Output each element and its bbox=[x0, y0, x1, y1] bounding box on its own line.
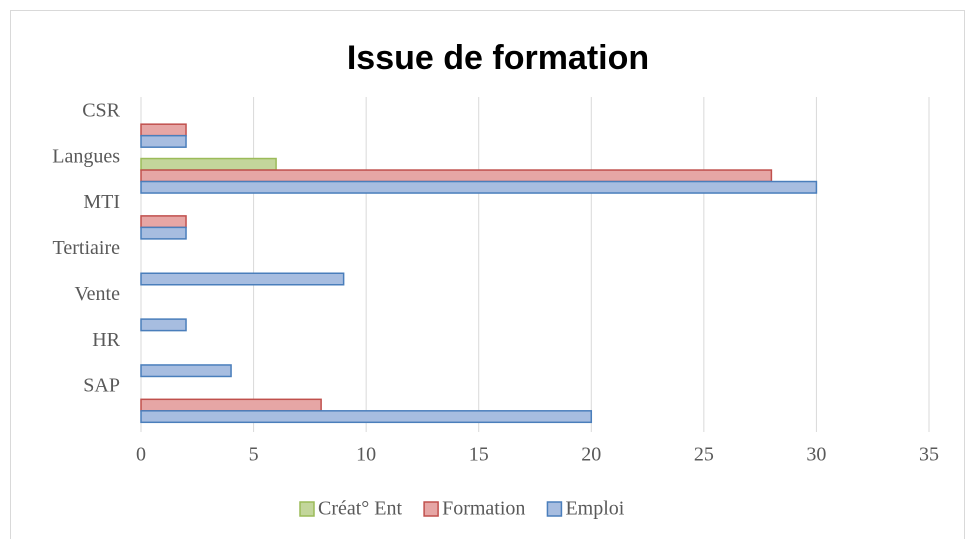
chart-title: Issue de formation bbox=[347, 39, 649, 77]
x-tick-label: 30 bbox=[806, 444, 826, 466]
bar bbox=[140, 169, 773, 183]
y-tick-label: MTI bbox=[83, 191, 120, 213]
x-tick-label: 5 bbox=[249, 444, 259, 466]
legend-swatch bbox=[423, 501, 439, 517]
bar bbox=[140, 215, 187, 229]
bar bbox=[140, 180, 818, 194]
legend-label: Emploi bbox=[565, 498, 624, 520]
legend-swatch bbox=[299, 501, 315, 517]
bar bbox=[140, 123, 187, 137]
y-tick-label: Tertiaire bbox=[53, 237, 121, 259]
legend-label: Formation bbox=[442, 498, 525, 520]
y-tick-label: SAP bbox=[83, 375, 120, 397]
x-tick-label: 25 bbox=[694, 444, 714, 466]
bar bbox=[140, 318, 187, 332]
y-tick-label: CSR bbox=[82, 100, 120, 122]
bar bbox=[140, 272, 345, 286]
x-tick-label: 15 bbox=[469, 444, 489, 466]
y-tick-label: Langues bbox=[52, 145, 120, 167]
bar bbox=[140, 157, 277, 171]
bar bbox=[140, 364, 232, 378]
x-tick-label: 35 bbox=[919, 444, 939, 466]
bar bbox=[140, 134, 187, 148]
x-tick-label: 0 bbox=[136, 444, 146, 466]
bar bbox=[140, 398, 322, 412]
legend-swatch bbox=[546, 501, 563, 517]
x-tick-label: 10 bbox=[356, 444, 376, 466]
x-tick-label: 20 bbox=[581, 444, 601, 466]
bar bbox=[140, 410, 593, 424]
bar bbox=[140, 226, 187, 240]
y-tick-label: Vente bbox=[74, 283, 120, 305]
legend-label: Créat° Ent bbox=[318, 498, 403, 520]
y-tick-label: HR bbox=[92, 329, 120, 351]
